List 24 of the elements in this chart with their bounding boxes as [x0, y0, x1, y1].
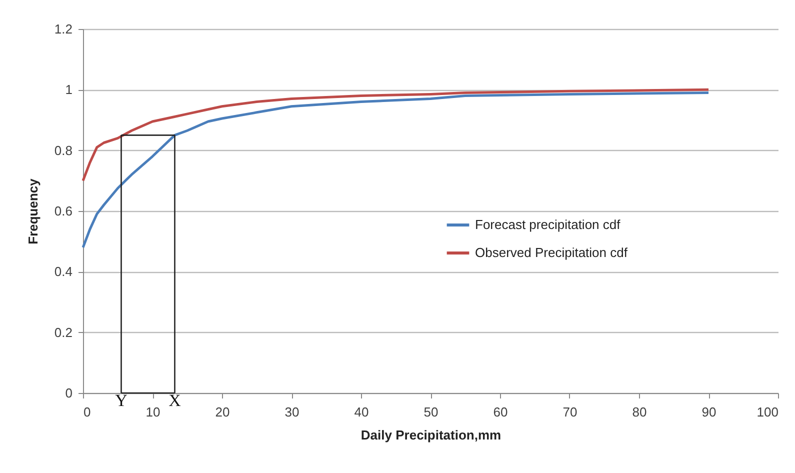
legend-label: Observed Precipitation cdf — [475, 245, 628, 260]
x-tick-label: 90 — [702, 404, 716, 420]
y-tick-label: 1.2 — [54, 22, 72, 36]
x-tick-label: 30 — [284, 404, 300, 420]
y-tick-label: 0.8 — [54, 142, 72, 158]
x-tick-label: 50 — [424, 404, 438, 420]
y-tick-label: 1 — [65, 82, 72, 98]
x-tick-label: 100 — [756, 404, 778, 420]
x-tick-label: 60 — [493, 404, 508, 420]
legend-label: Forecast precipitation cdf — [475, 217, 621, 232]
y-tick-label: 0.2 — [54, 324, 72, 340]
y-tick-label: 0.4 — [54, 264, 72, 280]
y-axis-title: Frequency — [25, 178, 40, 244]
x-axis-title: Daily Precipitation,mm — [360, 428, 502, 442]
ref-line-label: Y — [115, 391, 128, 410]
x-tick-label: 10 — [146, 404, 160, 420]
x-tick-label: 0 — [84, 404, 91, 420]
y-tick-label: 0.6 — [54, 204, 72, 218]
x-tick-label: 20 — [215, 404, 230, 420]
x-tick-label: 70 — [562, 404, 578, 420]
x-tick-label: 40 — [354, 404, 369, 420]
x-tick-label: 80 — [632, 404, 647, 420]
ref-line-label: X — [168, 391, 181, 410]
y-tick-label: 0 — [65, 386, 72, 400]
